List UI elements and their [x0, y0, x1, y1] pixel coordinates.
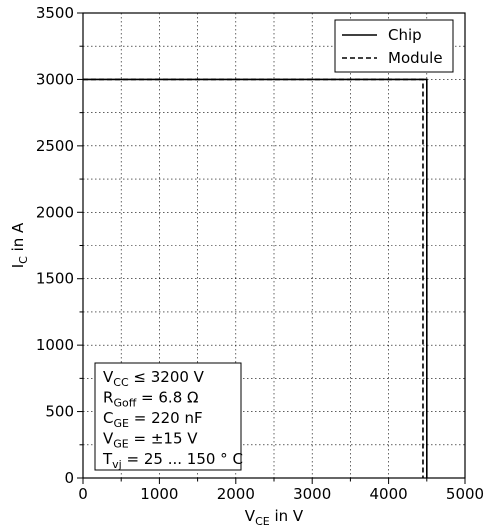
x-tick-label: 1000 — [140, 485, 178, 503]
ticks: 0 1000 2000 3000 4000 5000 0 500 1000 1500 2000 250… — [36, 4, 484, 503]
legend-box — [334, 19, 454, 73]
x-tick-label: 0 — [78, 485, 88, 503]
y-tick-label: 2000 — [36, 203, 74, 221]
y-tick-label: 2500 — [36, 137, 74, 155]
x-tick-label: 5000 — [446, 485, 484, 503]
x-tick-label: 3000 — [293, 485, 331, 503]
series-layer — [83, 78, 428, 478]
x-tick-label: 4000 — [370, 485, 408, 503]
y-axis-label: IC in A — [9, 222, 30, 268]
y-tick-label: 0 — [64, 469, 74, 487]
legend-label-chip: Chip — [388, 26, 422, 44]
y-tick-label: 3000 — [36, 70, 74, 88]
parameter-line: RGoff = 6.8 Ω — [103, 389, 198, 410]
y-tick-label: 1000 — [36, 336, 74, 354]
y-tick-label: 1500 — [36, 270, 74, 288]
parameter-line: VGE = ±15 V — [103, 430, 198, 451]
legend-label-module: Module — [388, 49, 443, 67]
x-tick-label: 2000 — [217, 485, 255, 503]
series-module-line — [83, 78, 424, 478]
parameter-line: CGE = 220 nF — [103, 409, 203, 430]
legend: Chip Module — [334, 19, 454, 73]
x-axis-label: VCE in V — [245, 507, 304, 526]
y-tick-label: 3500 — [36, 4, 74, 22]
parameter-line: VCC ≤ 3200 V — [103, 368, 205, 389]
parameter-box-frame — [94, 362, 242, 471]
parameter-line: Tvj = 25 ... 150 ° C — [102, 450, 243, 471]
y-tick-label: 500 — [45, 403, 74, 421]
